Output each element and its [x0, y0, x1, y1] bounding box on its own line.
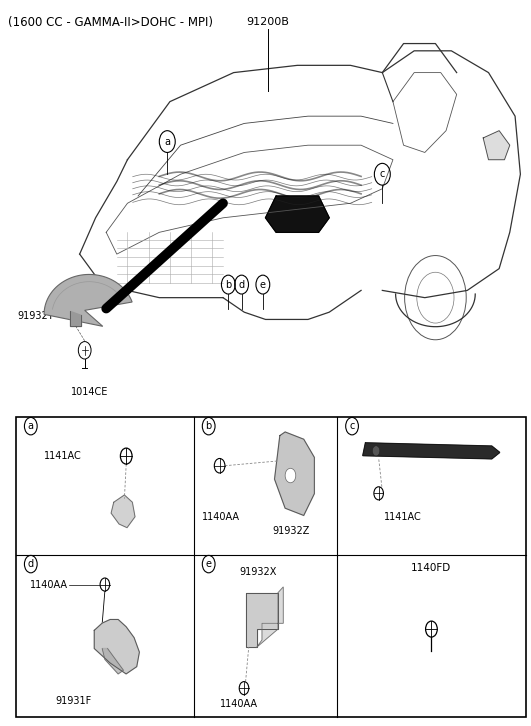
Text: c: c	[380, 169, 385, 179]
Text: 1140AA: 1140AA	[30, 579, 68, 590]
Text: b: b	[225, 280, 232, 290]
Polygon shape	[483, 131, 510, 160]
Text: e: e	[260, 280, 266, 290]
Text: 91932Y: 91932Y	[17, 311, 54, 321]
Circle shape	[239, 682, 249, 695]
Text: a: a	[164, 136, 170, 147]
Text: 1141AC: 1141AC	[384, 512, 422, 522]
Polygon shape	[275, 432, 314, 515]
Text: 91200B: 91200B	[247, 17, 289, 27]
Polygon shape	[266, 196, 329, 232]
Circle shape	[78, 342, 91, 359]
Text: (1600 CC - GAMMA-II>DOHC - MPI): (1600 CC - GAMMA-II>DOHC - MPI)	[8, 16, 213, 29]
Circle shape	[374, 486, 383, 499]
Bar	[16, 417, 526, 717]
Circle shape	[372, 446, 380, 456]
Polygon shape	[102, 648, 123, 674]
Polygon shape	[256, 587, 283, 648]
Text: 1140AA: 1140AA	[220, 699, 258, 709]
Text: 91932X: 91932X	[239, 566, 277, 576]
Text: 1014CE: 1014CE	[71, 386, 109, 396]
Text: b: b	[205, 421, 212, 431]
Text: a: a	[28, 421, 34, 431]
Circle shape	[426, 621, 438, 637]
Text: c: c	[349, 421, 355, 431]
Polygon shape	[111, 495, 135, 528]
Text: 91932Z: 91932Z	[273, 526, 310, 536]
Text: 1141AC: 1141AC	[45, 451, 82, 461]
Circle shape	[121, 448, 132, 464]
Text: 1140FD: 1140FD	[412, 563, 451, 573]
Circle shape	[100, 578, 109, 591]
Polygon shape	[44, 274, 132, 327]
Text: d: d	[238, 280, 245, 290]
Text: 91931F: 91931F	[55, 696, 91, 706]
Circle shape	[285, 468, 296, 483]
Text: 1140AA: 1140AA	[202, 512, 241, 522]
Polygon shape	[70, 311, 81, 326]
Polygon shape	[363, 443, 500, 459]
Text: e: e	[205, 559, 212, 569]
Text: d: d	[28, 559, 34, 569]
Polygon shape	[246, 592, 278, 648]
Polygon shape	[95, 619, 139, 674]
Circle shape	[215, 459, 225, 473]
